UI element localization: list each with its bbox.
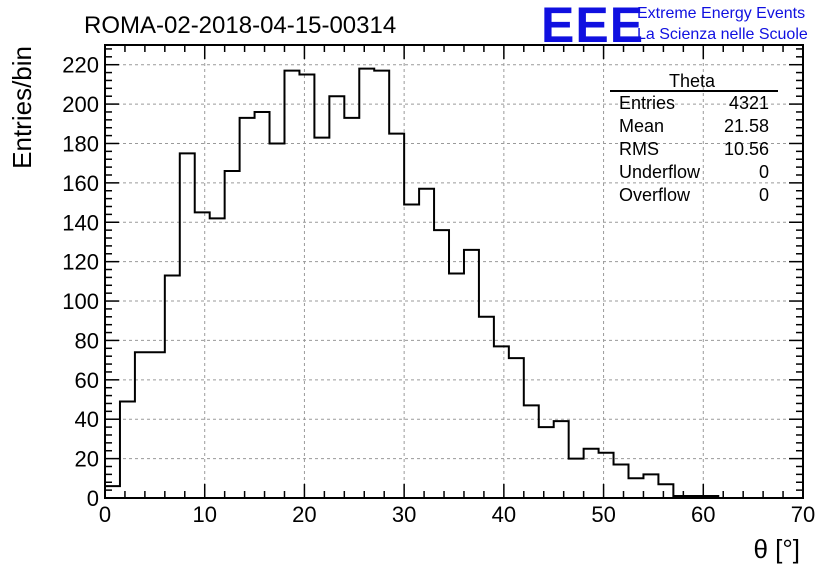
x-tick-label: 20 xyxy=(292,502,316,527)
histogram-outline xyxy=(105,67,794,499)
y-tick-label: 120 xyxy=(62,250,99,275)
histogram-bin xyxy=(419,189,434,498)
stats-row-value: 4321 xyxy=(729,93,769,113)
stats-row-value: 0 xyxy=(759,162,769,182)
y-tick-label: 0 xyxy=(87,486,99,511)
histogram-bin xyxy=(554,421,569,498)
x-tick-label: 40 xyxy=(492,502,516,527)
histogram-bin xyxy=(658,484,673,498)
histogram-bin xyxy=(270,143,285,498)
histogram-bin xyxy=(614,465,629,498)
stats-row-value: 0 xyxy=(759,185,769,205)
histogram-bin xyxy=(105,486,120,498)
histogram-bin xyxy=(539,427,554,498)
x-tick-label: 50 xyxy=(591,502,615,527)
grid-lines xyxy=(105,45,803,498)
histogram-bin xyxy=(643,474,658,498)
histogram-bin xyxy=(404,205,419,498)
histogram-bin xyxy=(479,317,494,498)
histogram-bin xyxy=(150,352,165,498)
x-axis-label: θ [°] xyxy=(753,534,800,564)
x-tick-label: 60 xyxy=(691,502,715,527)
histogram-bin xyxy=(629,478,644,498)
axis-ticks xyxy=(104,45,804,499)
y-tick-label: 60 xyxy=(75,368,99,393)
stats-row-value: 10.56 xyxy=(724,139,769,159)
histogram-bin xyxy=(359,69,374,498)
y-tick-label: 20 xyxy=(75,447,99,472)
histogram-bin xyxy=(434,230,449,498)
histogram-bin xyxy=(449,273,464,498)
histogram-bin xyxy=(464,250,479,498)
histogram-bin xyxy=(195,212,210,498)
x-tick-label: 0 xyxy=(99,502,111,527)
stats-row-label: Underflow xyxy=(619,162,701,182)
stats-box-name: Theta xyxy=(669,71,716,91)
histogram-bin xyxy=(284,71,299,498)
tick-labels: 0 10 20 30 40 50 60 70 0 20 40 60 80 100 120 140 160 180 2… xyxy=(62,53,815,527)
y-tick-label: 40 xyxy=(75,407,99,432)
histogram-bin xyxy=(255,112,270,498)
histogram-bin xyxy=(240,118,255,498)
x-tick-label: 10 xyxy=(192,502,216,527)
y-tick-label: 80 xyxy=(75,328,99,353)
stats-box: Theta Entries 4321 Mean 21.58 RMS 10.56 Underf… xyxy=(610,71,778,205)
eee-logo-mark: EEE xyxy=(541,0,644,53)
histogram-bin xyxy=(135,352,150,498)
histogram-bin xyxy=(314,138,329,498)
histogram-series xyxy=(105,67,794,499)
eee-logo: EEE Extreme Energy Events La Scienza nel… xyxy=(541,0,808,53)
y-tick-label: 180 xyxy=(62,131,99,156)
stats-row-label: RMS xyxy=(619,139,659,159)
x-tick-label: 30 xyxy=(392,502,416,527)
plot-frame xyxy=(104,44,804,499)
histogram-bin xyxy=(299,75,314,498)
chart-title: ROMA-02-2018-04-15-00314 xyxy=(84,12,396,39)
y-tick-label: 220 xyxy=(62,53,99,78)
eee-logo-line1: Extreme Energy Events xyxy=(637,5,805,22)
histogram-bin xyxy=(509,358,524,498)
histogram-bin xyxy=(374,71,389,498)
histogram-bin xyxy=(569,459,584,498)
y-tick-label: 160 xyxy=(62,171,99,196)
histogram-bin xyxy=(599,453,614,498)
histogram-bin xyxy=(389,134,404,498)
histogram-bin xyxy=(210,218,225,498)
histogram-bin xyxy=(494,346,509,498)
histogram-bin xyxy=(329,96,344,498)
eee-logo-line2: La Scienza nelle Scuole xyxy=(637,26,808,43)
histogram-bin xyxy=(165,275,180,498)
histogram-bin xyxy=(584,449,599,498)
x-tick-label: 70 xyxy=(791,502,815,527)
y-tick-label: 100 xyxy=(62,289,99,314)
stats-row-value: 21.58 xyxy=(724,116,769,136)
stats-rows: Entries 4321 Mean 21.58 RMS 10.56 Underflow 0 Ov… xyxy=(619,93,769,205)
stats-row-label: Entries xyxy=(619,93,675,113)
histogram-bin xyxy=(120,401,135,498)
y-tick-label: 200 xyxy=(62,92,99,117)
histogram-bin xyxy=(344,118,359,498)
histogram-bin xyxy=(180,153,195,498)
histogram-bin xyxy=(225,171,240,498)
stats-row-label: Mean xyxy=(619,116,664,136)
stats-row-label: Overflow xyxy=(619,185,691,205)
y-tick-label: 140 xyxy=(62,210,99,235)
y-axis-label: Entries/bin xyxy=(7,46,37,169)
